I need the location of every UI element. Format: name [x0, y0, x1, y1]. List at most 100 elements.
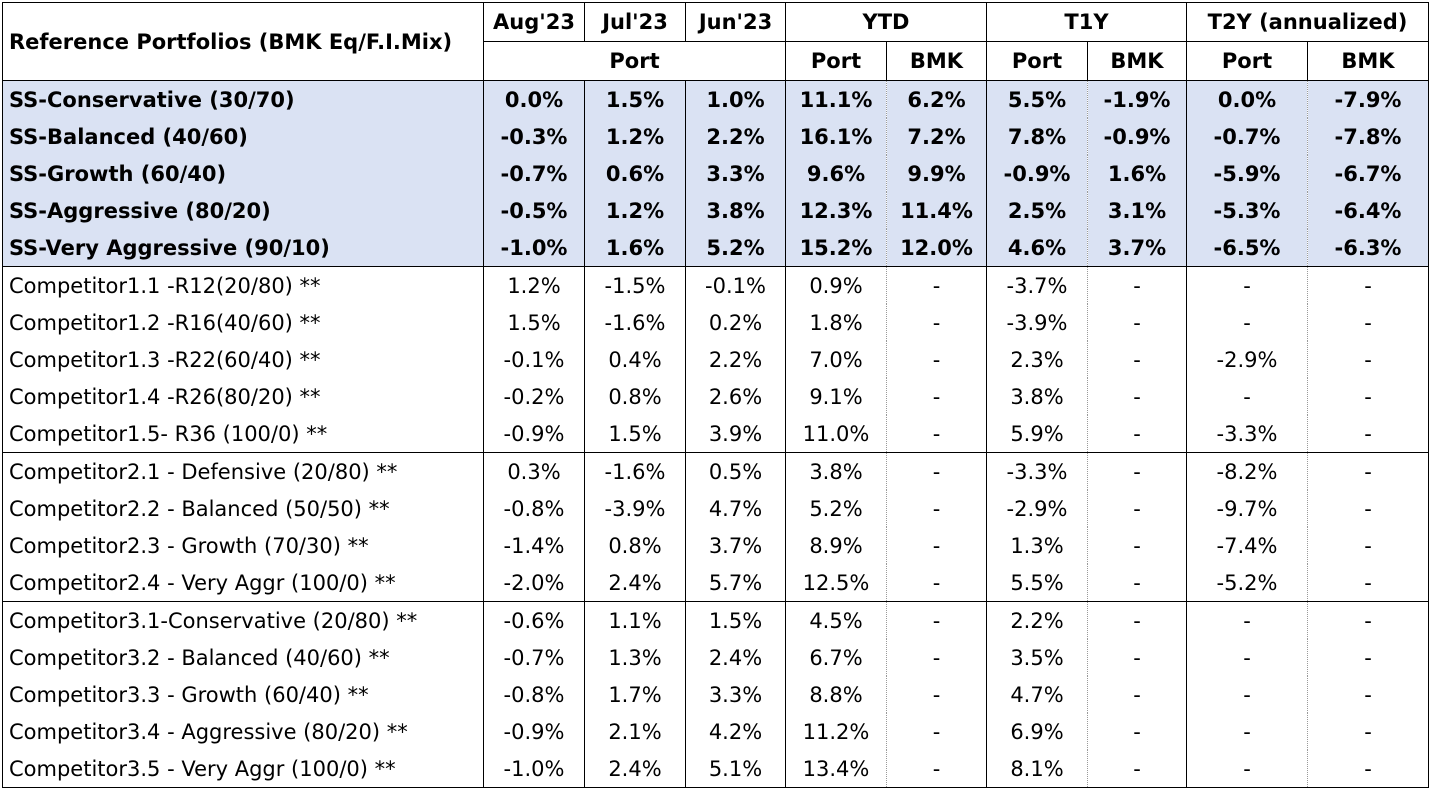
t2y-bmk-value: -7.8%: [1307, 118, 1429, 155]
t1y-port-value: 5.9%: [986, 415, 1088, 453]
t1y-bmk-value: -: [1087, 266, 1187, 304]
ytd-port-value: 15.2%: [785, 229, 887, 267]
table-row: Competitor3.3 - Growth (60/40) ** -0.8% 1.…: [2, 676, 1429, 713]
portfolio-name: Competitor2.3 - Growth (70/30) **: [2, 527, 484, 564]
header-row-2: Port Port BMK Port BMK Port BMK: [3, 41, 1429, 81]
aug-value: -0.9%: [483, 713, 585, 750]
t2y-bmk-value: -: [1307, 452, 1429, 490]
ytd-bmk-value: -: [886, 750, 987, 788]
jun-value: 1.5%: [685, 601, 786, 639]
jul-value: 1.5%: [584, 80, 686, 118]
t2y-bmk-value: -7.9%: [1307, 80, 1429, 118]
aug-value: -1.0%: [483, 750, 585, 788]
t1y-port-value: 5.5%: [986, 564, 1088, 602]
ytd-port-value: 7.0%: [785, 341, 887, 378]
aug-value: -0.1%: [483, 341, 585, 378]
t1y-port-value: 5.5%: [986, 80, 1088, 118]
t1y-bmk-value: -: [1087, 713, 1187, 750]
jun-value: 4.7%: [685, 490, 786, 527]
aug-value: -0.5%: [483, 192, 585, 229]
ytd-port-value: 12.3%: [785, 192, 887, 229]
ytd-port-value: 8.9%: [785, 527, 887, 564]
jul-value: 1.7%: [584, 676, 686, 713]
aug-value: -0.7%: [483, 639, 585, 676]
t1y-port-value: 2.3%: [986, 341, 1088, 378]
t2y-bmk-value: -: [1307, 266, 1429, 304]
column-subheader-ytd-port: Port: [785, 41, 887, 81]
jun-value: 2.4%: [685, 639, 786, 676]
t1y-bmk-value: -: [1087, 564, 1187, 602]
table-row: Competitor1.5- R36 (100/0) ** -0.9% 1.5% 3.…: [2, 415, 1429, 453]
jun-value: 3.3%: [685, 676, 786, 713]
jul-value: 2.4%: [584, 750, 686, 788]
column-subheader-t2y-bmk: BMK: [1307, 41, 1429, 81]
t2y-port-value: -3.3%: [1186, 415, 1308, 453]
t2y-port-value: -: [1186, 304, 1308, 341]
aug-value: -0.3%: [483, 118, 585, 155]
jun-value: 1.0%: [685, 80, 786, 118]
t1y-port-value: -3.3%: [986, 452, 1088, 490]
aug-value: 1.2%: [483, 266, 585, 304]
ytd-bmk-value: -: [886, 639, 987, 676]
table-row: Competitor2.1 - Defensive (20/80) ** 0.3%…: [2, 452, 1429, 490]
jun-value: 5.7%: [685, 564, 786, 602]
t2y-port-value: -: [1186, 378, 1308, 415]
header-row-1: Reference Portfolios (BMK Eq/F.I.Mix) Au…: [2, 2, 1429, 81]
t2y-port-value: 0.0%: [1186, 80, 1308, 118]
table-row: SS-Very Aggressive (90/10) -1.0% 1.6% 5.2% 1…: [2, 229, 1429, 267]
ytd-bmk-value: -: [886, 415, 987, 453]
t1y-port-value: 2.5%: [986, 192, 1088, 229]
jul-value: -3.9%: [584, 490, 686, 527]
t2y-port-value: -9.7%: [1186, 490, 1308, 527]
aug-value: 1.5%: [483, 304, 585, 341]
ytd-port-value: 13.4%: [785, 750, 887, 788]
t2y-bmk-value: -6.3%: [1307, 229, 1429, 267]
ytd-bmk-value: -: [886, 713, 987, 750]
t1y-port-value: 7.8%: [986, 118, 1088, 155]
portfolio-name: Competitor3.5 - Very Aggr (100/0) **: [2, 750, 484, 788]
jul-value: -1.6%: [584, 304, 686, 341]
t1y-bmk-value: -: [1087, 415, 1187, 453]
t2y-port-value: -: [1186, 676, 1308, 713]
portfolio-name: Competitor1.3 -R22(60/40) **: [2, 341, 484, 378]
competitor3-group: Competitor3.1-Conservative (20/80) ** -0.…: [2, 601, 1429, 788]
t1y-port-value: -2.9%: [986, 490, 1088, 527]
table-title: Reference Portfolios (BMK Eq/F.I.Mix): [2, 2, 484, 81]
t2y-bmk-value: -: [1307, 304, 1429, 341]
t1y-port-value: 8.1%: [986, 750, 1088, 788]
t2y-port-value: -: [1186, 639, 1308, 676]
portfolio-name: Competitor1.5- R36 (100/0) **: [2, 415, 484, 453]
portfolio-name: SS-Growth (60/40): [2, 155, 484, 192]
competitor1-group: Competitor1.1 -R12(20/80) ** 1.2% -1.5% -0.…: [2, 266, 1429, 453]
ytd-bmk-value: -: [886, 676, 987, 713]
table-row: SS-Balanced (40/60) -0.3% 1.2% 2.2% 16.1% 7.2…: [2, 118, 1429, 155]
t1y-bmk-value: -: [1087, 378, 1187, 415]
jun-value: 3.7%: [685, 527, 786, 564]
jun-value: 0.2%: [685, 304, 786, 341]
portfolio-name: Competitor1.2 -R16(40/60) **: [2, 304, 484, 341]
t2y-bmk-value: -: [1307, 601, 1429, 639]
portfolio-name: Competitor3.4 - Aggressive (80/20) **: [2, 713, 484, 750]
ytd-port-value: 8.8%: [785, 676, 887, 713]
column-header-t1y: T1Y: [986, 2, 1187, 42]
jul-value: 2.4%: [584, 564, 686, 602]
table-row: Competitor2.2 - Balanced (50/50) ** -0.8%…: [2, 490, 1429, 527]
table-row: Competitor3.1-Conservative (20/80) ** -0.…: [2, 601, 1429, 639]
ytd-bmk-value: 9.9%: [886, 155, 987, 192]
t2y-bmk-value: -: [1307, 415, 1429, 453]
aug-value: -0.9%: [483, 415, 585, 453]
ytd-bmk-value: 7.2%: [886, 118, 987, 155]
ytd-bmk-value: -: [886, 378, 987, 415]
ytd-port-value: 1.8%: [785, 304, 887, 341]
aug-value: -0.6%: [483, 601, 585, 639]
jun-value: 0.5%: [685, 452, 786, 490]
t2y-port-value: -8.2%: [1186, 452, 1308, 490]
jul-value: -1.6%: [584, 452, 686, 490]
t2y-port-value: -0.7%: [1186, 118, 1308, 155]
jul-value: 1.2%: [584, 118, 686, 155]
column-header-ytd: YTD: [785, 2, 987, 42]
ytd-port-value: 4.5%: [785, 601, 887, 639]
column-header-jul: Jul'23: [584, 2, 686, 42]
jun-value: 3.8%: [685, 192, 786, 229]
